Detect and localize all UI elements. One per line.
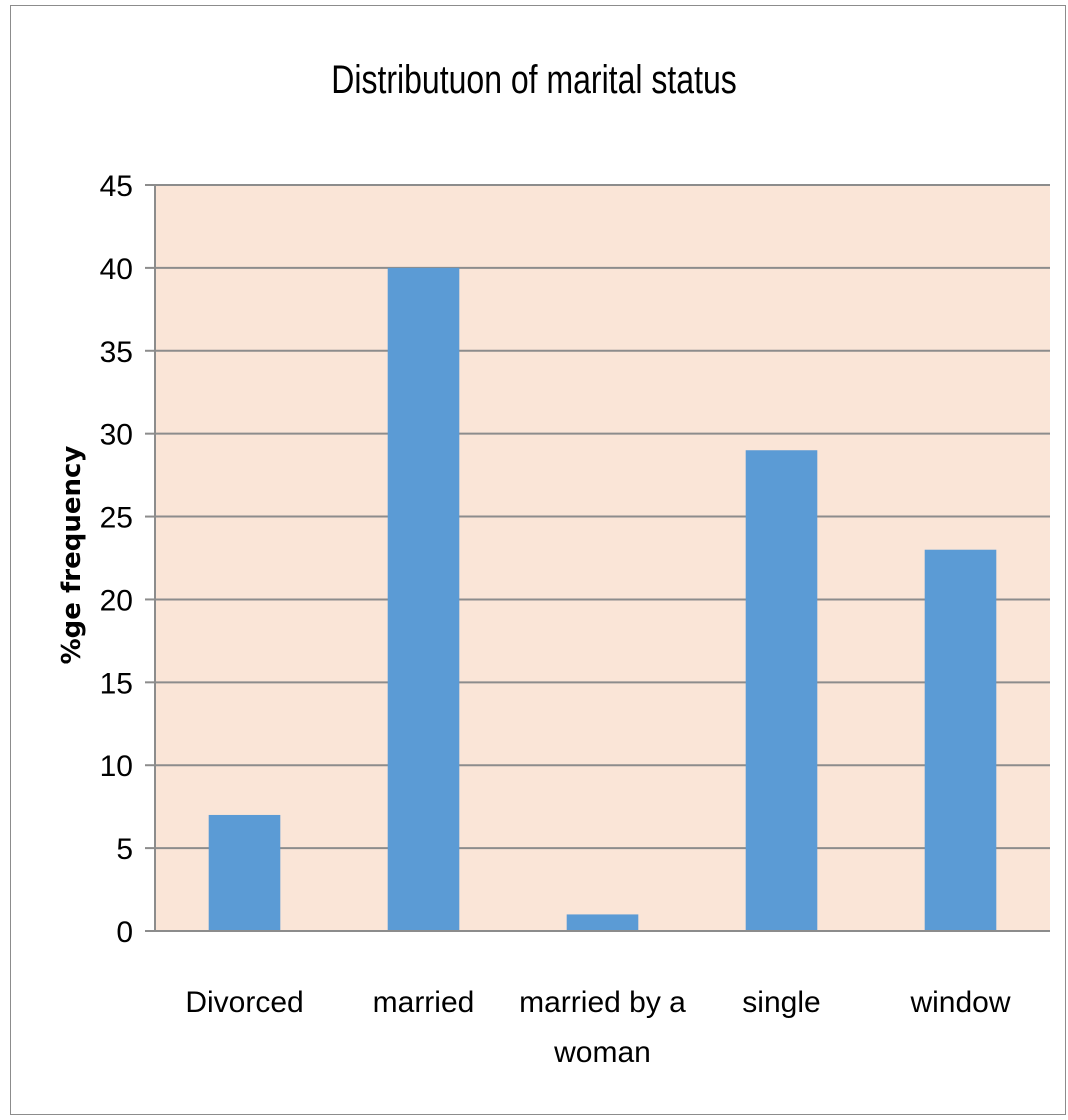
y-axis-label: %ge frequency bbox=[57, 446, 87, 665]
chart-title: Distributuon of marital status bbox=[331, 58, 737, 102]
bar-window bbox=[924, 549, 997, 931]
y-tick-label: 5 bbox=[116, 833, 133, 866]
x-tick-label: window bbox=[909, 986, 1010, 1019]
y-tick-label: 25 bbox=[100, 502, 133, 535]
y-tick-label: 0 bbox=[116, 916, 133, 949]
y-tick-label: 30 bbox=[100, 419, 133, 452]
plot-area bbox=[155, 185, 1050, 931]
bar-divorced bbox=[208, 814, 281, 931]
bar-married bbox=[387, 267, 460, 931]
y-tick-label: 10 bbox=[100, 750, 133, 783]
x-tick-label: Divorced bbox=[185, 986, 303, 1019]
y-tick-label: 40 bbox=[100, 253, 133, 286]
x-tick-label: married by a woman bbox=[519, 986, 686, 1069]
y-tick-label: 20 bbox=[100, 584, 133, 617]
y-tick-label: 45 bbox=[100, 170, 133, 203]
y-tick-label: 15 bbox=[100, 667, 133, 700]
bar-single bbox=[745, 450, 818, 931]
bar-married-by-a-woman bbox=[566, 914, 639, 931]
x-tick-label: single bbox=[742, 986, 820, 1019]
y-tick-label: 35 bbox=[100, 336, 133, 369]
x-tick-label: married bbox=[373, 986, 475, 1019]
